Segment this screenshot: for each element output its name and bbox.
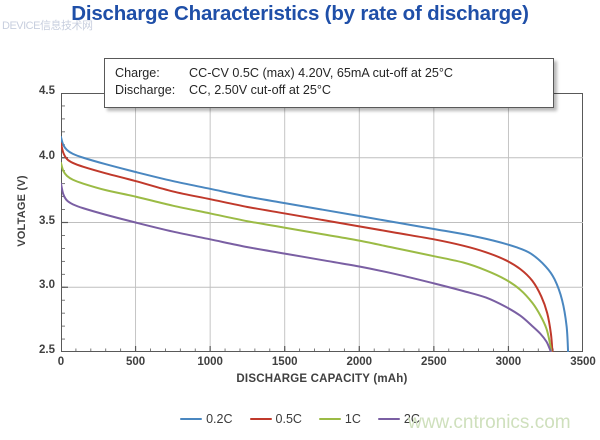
legend-item-0-2c[interactable]: 0.2C [180, 412, 233, 426]
plot-canvas [61, 93, 583, 352]
series-line-1c [61, 161, 553, 352]
y-axis-tick-label: 2.5 [39, 344, 55, 356]
series-line-0-2c [61, 136, 570, 352]
legend-item-2c[interactable]: 2C [377, 412, 420, 426]
x-axis-tick-label: 3000 [495, 356, 522, 368]
condition-row-charge: Charge: CC-CV 0.5C (max) 4.20V, 65mA cut… [115, 65, 543, 82]
y-axis-tick-label: 3.5 [39, 214, 55, 227]
x-axis-tick-label: 2000 [346, 356, 373, 368]
legend-item-1c[interactable]: 1C [318, 412, 361, 426]
x-axis-tick-label: 3500 [570, 356, 596, 368]
condition-label-charge: Charge: [115, 66, 160, 80]
legend-swatch-icon [180, 417, 203, 421]
page-title: Discharge Characteristics (by rate of di… [71, 2, 529, 25]
x-axis-tick-label: 0 [57, 356, 65, 368]
x-axis-tick-label: 2500 [421, 356, 447, 368]
x-axis-tick-label: 1000 [197, 356, 223, 368]
condition-row-discharge: Discharge: CC, 2.50V cut-off at 25°C [115, 82, 543, 99]
y-axis-tick-labels: 2.5 3.0 3.5 4.0 4.5 [17, 0, 55, 440]
legend-swatch-icon [249, 417, 272, 421]
condition-value-charge: CC-CV 0.5C (max) 4.20V, 65mA cut-off at … [189, 66, 454, 80]
x-axis-title: DISCHARGE CAPACITY (mAh) [236, 373, 408, 385]
condition-label-discharge: Discharge: [115, 83, 176, 98]
x-axis-tick-label: 1500 [271, 356, 298, 368]
watermark-url: www.cntronics.com [408, 412, 571, 433]
series-line-0-5c [61, 142, 554, 352]
legend-swatch-icon [318, 417, 341, 421]
watermark-top-left: DEVICE信息技术网 [2, 20, 93, 32]
chart-legend: 0.2C 0.5C 1C 2C [0, 412, 600, 426]
legend-label: 0.2C [206, 412, 233, 426]
legend-label: 0.5C [275, 412, 302, 426]
y-axis-tick-label: 3.0 [39, 279, 55, 292]
y-axis-tick-label: 4.5 [39, 85, 55, 97]
y-axis-tick-label: 4.0 [39, 149, 55, 162]
y-axis-title: VOLTAGE (V) [16, 175, 28, 247]
legend-label: 1C [344, 412, 361, 426]
x-axis-tick-label: 500 [125, 356, 146, 368]
legend-swatch-icon [377, 417, 400, 421]
condition-value-discharge: CC, 2.50V cut-off at 25°C [189, 83, 332, 98]
series-line-2c [61, 182, 552, 352]
conditions-callout: Charge: CC-CV 0.5C (max) 4.20V, 65mA cut… [104, 58, 554, 108]
legend-item-0-5c[interactable]: 0.5C [249, 412, 302, 426]
legend-label: 2C [403, 412, 420, 426]
